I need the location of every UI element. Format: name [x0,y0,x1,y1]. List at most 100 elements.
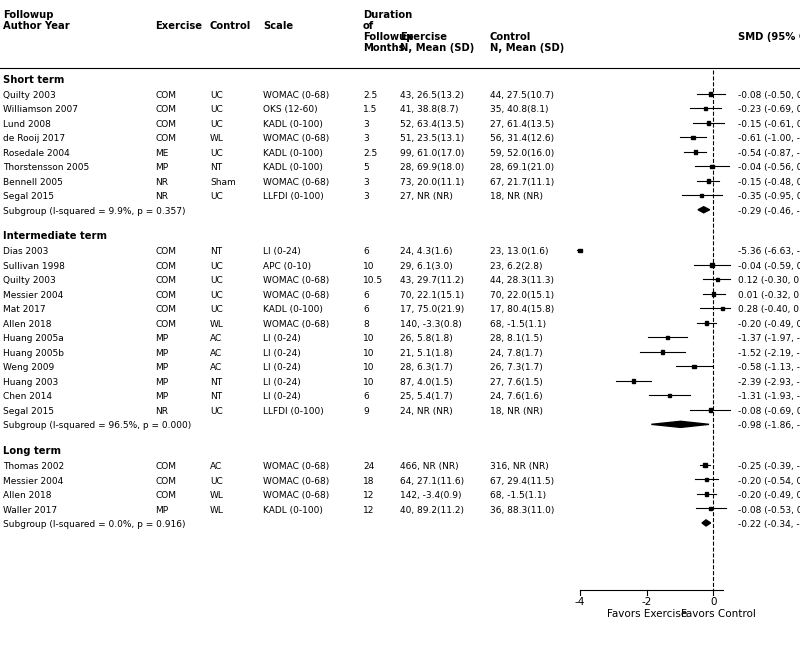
Polygon shape [651,421,709,428]
Text: Chen 2014: Chen 2014 [3,392,52,401]
Text: COM: COM [155,262,176,271]
Text: COM: COM [155,105,176,114]
Text: 59, 52.0(16.0): 59, 52.0(16.0) [490,148,554,158]
Text: 27, NR (NR): 27, NR (NR) [400,193,453,201]
Text: 6: 6 [363,306,369,315]
Text: WOMAC (0-68): WOMAC (0-68) [263,134,330,143]
Text: 25, 5.4(1.7): 25, 5.4(1.7) [400,392,453,401]
Text: -0.20 (-0.54, 0.14): -0.20 (-0.54, 0.14) [738,476,800,486]
Text: 23, 13.0(1.6): 23, 13.0(1.6) [490,248,549,256]
Text: Rosedale 2004: Rosedale 2004 [3,148,70,158]
Text: 140, -3.3(0.8): 140, -3.3(0.8) [400,320,462,329]
Polygon shape [698,207,710,213]
Text: -1.31 (-1.93, -0.69): -1.31 (-1.93, -0.69) [738,392,800,401]
Text: 44, 28.3(11.3): 44, 28.3(11.3) [490,277,554,285]
Text: 68, -1.5(1.1): 68, -1.5(1.1) [490,491,546,500]
Text: -0.22 (-0.34, -0.08): -0.22 (-0.34, -0.08) [738,520,800,529]
Text: MP: MP [155,334,168,344]
Text: OKS (12-60): OKS (12-60) [263,105,318,114]
Text: 87, 4.0(1.5): 87, 4.0(1.5) [400,378,453,387]
Text: -5.36 (-6.63, -4.09): -5.36 (-6.63, -4.09) [738,248,800,256]
Text: Messier 2004: Messier 2004 [3,291,63,300]
Text: -4: -4 [575,597,585,607]
Text: WOMAC (0-68): WOMAC (0-68) [263,491,330,500]
Text: COM: COM [155,277,176,285]
Text: COM: COM [155,320,176,329]
Text: Thorstensson 2005: Thorstensson 2005 [3,164,90,172]
Text: LI (0-24): LI (0-24) [263,248,301,256]
Text: AC: AC [210,334,222,344]
Text: COM: COM [155,91,176,100]
Text: -0.04 (-0.56, 0.48): -0.04 (-0.56, 0.48) [738,164,800,172]
Bar [712,292,715,296]
Text: 43, 29.7(11.2): 43, 29.7(11.2) [400,277,464,285]
Text: Months: Months [363,43,405,53]
Text: Scale: Scale [263,21,293,31]
Text: MP: MP [155,164,168,172]
Text: 8: 8 [363,320,369,329]
Text: KADL (0-100): KADL (0-100) [263,306,323,315]
Text: -0.98 (-1.86, -0.13): -0.98 (-1.86, -0.13) [738,421,800,430]
Text: Mat 2017: Mat 2017 [3,306,46,315]
Text: NR: NR [155,407,168,416]
Text: 3: 3 [363,134,369,143]
Text: 24, 7.6(1.6): 24, 7.6(1.6) [490,392,542,401]
Text: KADL (0-100): KADL (0-100) [263,120,323,129]
Bar [706,179,710,183]
Text: 18, NR (NR): 18, NR (NR) [490,407,543,416]
Text: Quilty 2003: Quilty 2003 [3,91,56,100]
Text: 28, 8.1(1.5): 28, 8.1(1.5) [490,334,542,344]
Text: 10.5: 10.5 [363,277,383,285]
Text: Short term: Short term [3,75,64,85]
Text: LI (0-24): LI (0-24) [263,334,301,344]
Text: Allen 2018: Allen 2018 [3,491,51,500]
Bar [705,478,709,481]
Text: -0.15 (-0.48, 0.18): -0.15 (-0.48, 0.18) [738,178,800,187]
Text: 70, 22.0(15.1): 70, 22.0(15.1) [490,291,554,300]
Text: COM: COM [155,462,176,471]
Bar [710,263,714,267]
Text: LLFDI (0-100): LLFDI (0-100) [263,407,324,416]
Text: -0.20 (-0.49, 0.09): -0.20 (-0.49, 0.09) [738,320,800,329]
Text: 1.5: 1.5 [363,105,378,114]
Text: WOMAC (0-68): WOMAC (0-68) [263,291,330,300]
Text: COM: COM [155,248,176,256]
Text: WOMAC (0-68): WOMAC (0-68) [263,277,330,285]
Text: 26, 5.8(1.8): 26, 5.8(1.8) [400,334,453,344]
Text: 24, NR (NR): 24, NR (NR) [400,407,453,416]
Text: Exercise: Exercise [155,21,202,31]
Text: 67, 21.7(11.1): 67, 21.7(11.1) [490,178,554,187]
Text: 70, 22.1(15.1): 70, 22.1(15.1) [400,291,464,300]
Text: UC: UC [210,91,222,100]
Text: Subgroup (I-squared = 9.9%, p = 0.357): Subgroup (I-squared = 9.9%, p = 0.357) [3,207,186,215]
Text: 56, 31.4(12.6): 56, 31.4(12.6) [490,134,554,143]
Text: Followup: Followup [363,32,414,42]
Text: LLFDI (0-100): LLFDI (0-100) [263,193,324,201]
Text: 0.01 (-0.32, 0.34): 0.01 (-0.32, 0.34) [738,291,800,300]
Text: 28, 69.1(21.0): 28, 69.1(21.0) [490,164,554,172]
Text: 0.28 (-0.40, 0.95): 0.28 (-0.40, 0.95) [738,306,800,315]
Text: 52, 63.4(13.5): 52, 63.4(13.5) [400,120,464,129]
Text: ME: ME [155,148,168,158]
Text: -0.25 (-0.39, -0.10): -0.25 (-0.39, -0.10) [738,462,800,471]
Text: WOMAC (0-68): WOMAC (0-68) [263,320,330,329]
Text: 28, 6.3(1.7): 28, 6.3(1.7) [400,363,453,373]
Text: 64, 27.1(11.6): 64, 27.1(11.6) [400,476,464,486]
Text: WOMAC (0-68): WOMAC (0-68) [263,476,330,486]
Text: 41, 38.8(8.7): 41, 38.8(8.7) [400,105,458,114]
Text: -0.15 (-0.61, 0.32): -0.15 (-0.61, 0.32) [738,120,800,129]
Bar [691,135,694,139]
Text: Subgroup (I-squared = 96.5%, p = 0.000): Subgroup (I-squared = 96.5%, p = 0.000) [3,421,191,430]
Bar [704,106,707,110]
Text: 21, 5.1(1.8): 21, 5.1(1.8) [400,349,453,358]
Text: MP: MP [155,363,168,373]
Text: 44, 27.5(10.7): 44, 27.5(10.7) [490,91,554,100]
Text: -0.58 (-1.13, -0.03): -0.58 (-1.13, -0.03) [738,363,800,373]
Text: 6: 6 [363,291,369,300]
Text: 12: 12 [363,491,374,500]
Text: 67, 29.4(11.5): 67, 29.4(11.5) [490,476,554,486]
Bar [706,121,710,124]
Text: -1.37 (-1.97, -0.78): -1.37 (-1.97, -0.78) [738,334,800,344]
Text: 466, NR (NR): 466, NR (NR) [400,462,458,471]
Text: 316, NR (NR): 316, NR (NR) [490,462,549,471]
